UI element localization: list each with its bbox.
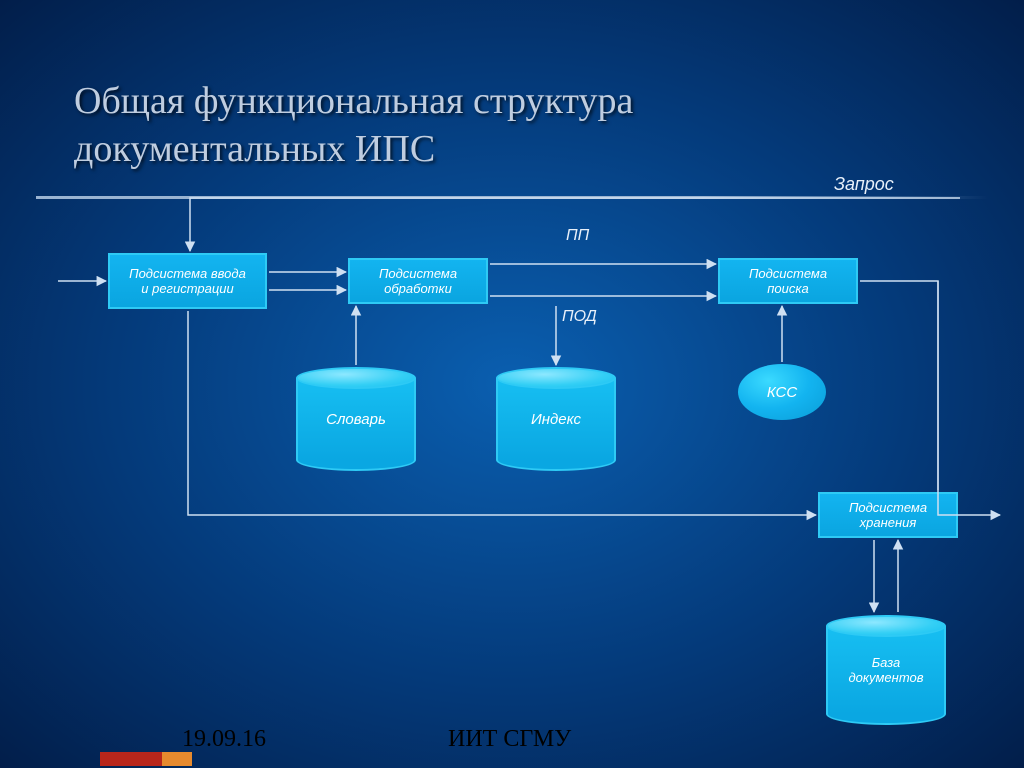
node-kss-label: КСС (767, 384, 797, 401)
footer-org: ИИТ СГМУ (448, 726, 571, 753)
accent-red (100, 752, 162, 766)
footer-accent (100, 752, 192, 766)
node-store: Подсистема хранения (818, 492, 958, 538)
slide-title: Общая функциональная структура документа… (74, 78, 633, 173)
label-pod: ПОД (562, 308, 597, 326)
label-request: Запрос (834, 174, 894, 195)
node-input: Подсистема ввода и регистрации (108, 253, 267, 309)
footer-date: 19.09.16 (182, 726, 266, 753)
node-search: Подсистема поиска (718, 258, 858, 304)
node-input-label: Подсистема ввода и регистрации (129, 266, 246, 296)
node-proc: Подсистема обработки (348, 258, 488, 304)
title-line2: документальных ИПС (74, 128, 435, 170)
node-dict: Словарь (296, 378, 416, 460)
node-base-label: База документов (848, 655, 923, 685)
node-search-label: Подсистема поиска (749, 266, 827, 296)
node-dict-label: Словарь (326, 411, 386, 428)
node-store-label: Подсистема хранения (849, 500, 927, 530)
title-underline (36, 196, 988, 199)
accent-orange (162, 752, 192, 766)
node-kss: КСС (738, 364, 826, 420)
node-proc-label: Подсистема обработки (379, 266, 457, 296)
node-index: Индекс (496, 378, 616, 460)
label-pp: ПП (566, 227, 589, 245)
node-base: База документов (826, 626, 946, 714)
title-line1: Общая функциональная структура (74, 80, 633, 122)
node-index-label: Индекс (531, 411, 581, 428)
